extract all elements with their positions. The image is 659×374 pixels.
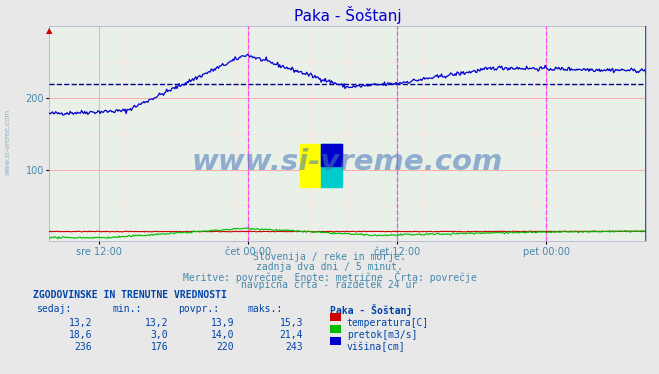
Text: min.:: min.:: [112, 304, 142, 314]
Text: 236: 236: [74, 342, 92, 352]
Title: Paka - Šoštanj: Paka - Šoštanj: [294, 6, 401, 24]
Text: sedaj:: sedaj:: [36, 304, 71, 314]
Text: pretok[m3/s]: pretok[m3/s]: [347, 330, 417, 340]
Text: 13,2: 13,2: [144, 318, 168, 328]
Text: Paka - Šoštanj: Paka - Šoštanj: [330, 304, 412, 316]
Text: 176: 176: [150, 342, 168, 352]
Bar: [321, 144, 341, 166]
Text: Slovenija / reke in morje.: Slovenija / reke in morje.: [253, 252, 406, 263]
Text: 21,4: 21,4: [279, 330, 303, 340]
Bar: [321, 144, 341, 187]
Bar: [300, 144, 321, 187]
Text: 14,0: 14,0: [210, 330, 234, 340]
Text: Meritve: povrečne  Enote: metrične  Črta: povrečje: Meritve: povrečne Enote: metrične Črta: …: [183, 271, 476, 283]
Text: ▲: ▲: [46, 26, 53, 35]
Text: 3,0: 3,0: [150, 330, 168, 340]
Text: višina[cm]: višina[cm]: [347, 342, 405, 352]
Text: 220: 220: [216, 342, 234, 352]
Text: zadnja dva dni / 5 minut.: zadnja dva dni / 5 minut.: [256, 262, 403, 272]
Text: navpična črta - razdelek 24 ur: navpična črta - razdelek 24 ur: [241, 280, 418, 290]
Text: temperatura[C]: temperatura[C]: [347, 318, 429, 328]
Text: 243: 243: [285, 342, 303, 352]
Text: 13,9: 13,9: [210, 318, 234, 328]
Text: www.si-vreme.com: www.si-vreme.com: [5, 109, 11, 175]
Text: 15,3: 15,3: [279, 318, 303, 328]
Text: 18,6: 18,6: [69, 330, 92, 340]
Text: www.si-vreme.com: www.si-vreme.com: [192, 148, 503, 176]
Text: 13,2: 13,2: [69, 318, 92, 328]
Text: maks.:: maks.:: [247, 304, 282, 314]
Text: ZGODOVINSKE IN TRENUTNE VREDNOSTI: ZGODOVINSKE IN TRENUTNE VREDNOSTI: [33, 290, 227, 300]
Text: povpr.:: povpr.:: [178, 304, 219, 314]
